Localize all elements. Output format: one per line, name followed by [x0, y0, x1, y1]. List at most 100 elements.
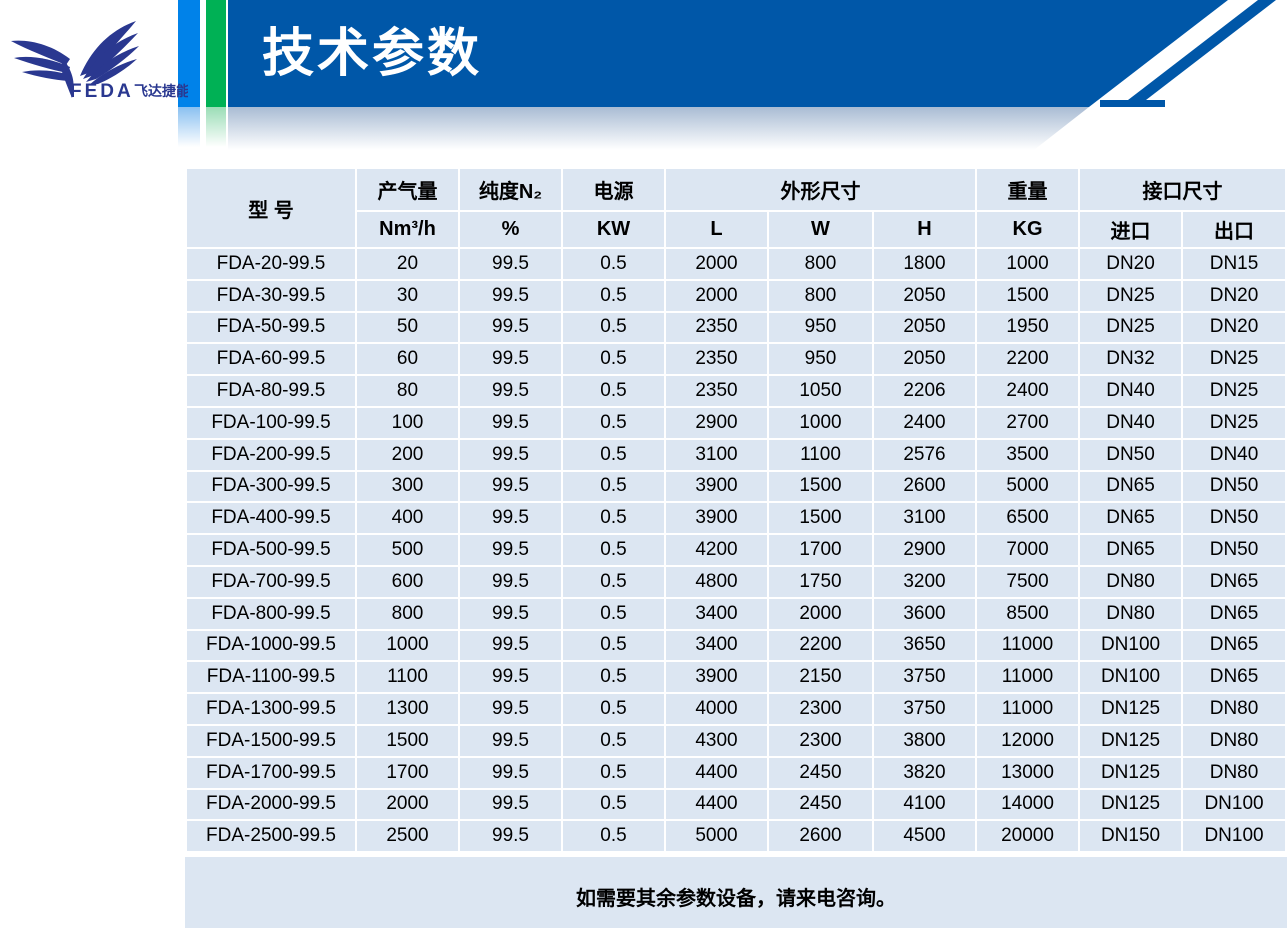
col-header-inlet: 进口	[1080, 212, 1182, 247]
table-cell: 3820	[874, 757, 976, 788]
table-cell: 5000	[977, 471, 1079, 502]
col-header-purity: 纯度N₂	[460, 169, 561, 210]
table-row: FDA-80-99.5 80 99.5 0.5 2350 1050 2206 2400 DN40…	[187, 376, 1286, 406]
table-cell: 99.5	[460, 312, 561, 343]
table-cell: DN100	[1183, 821, 1286, 852]
table-cell: 4800	[666, 566, 767, 597]
table-cell: 0.5	[563, 344, 664, 375]
table-cell: 2450	[769, 757, 872, 788]
table-cell: FDA-1100-99.5	[187, 662, 355, 693]
table-cell: 3900	[666, 662, 767, 693]
table-cell: FDA-50-99.5	[187, 312, 355, 343]
table-cell: 99.5	[460, 566, 561, 597]
table-cell: 3800	[874, 725, 976, 756]
table-cell: 2000	[666, 249, 767, 279]
table-cell: FDA-30-99.5	[187, 280, 355, 311]
table-cell: 2206	[874, 376, 976, 406]
table-cell: DN40	[1080, 376, 1182, 406]
table-row: FDA-800-99.5 800 99.5 0.5 3400 2000 3600 8500 DN…	[187, 598, 1286, 629]
table-cell: 0.5	[563, 471, 664, 502]
col-header-outlet: 出口	[1183, 212, 1286, 247]
table-cell: 11000	[977, 694, 1079, 724]
table-cell: DN80	[1183, 757, 1286, 788]
table-cell: 100	[357, 407, 458, 438]
table-cell: 0.5	[563, 566, 664, 597]
table-cell: DN25	[1183, 376, 1286, 406]
table-row: FDA-2000-99.5 2000 99.5 0.5 4400 2450 4100 1400…	[187, 789, 1286, 820]
table-cell: 99.5	[460, 471, 561, 502]
table-cell: 2050	[874, 280, 976, 311]
table-cell: 0.5	[563, 662, 664, 693]
table-cell: 4200	[666, 535, 767, 565]
table-cell: DN125	[1080, 725, 1182, 756]
table-cell: 1000	[769, 407, 872, 438]
table-row: FDA-60-99.5 60 99.5 0.5 2350 950 2050 2200 DN32 D…	[187, 344, 1286, 375]
table-cell: DN125	[1080, 694, 1182, 724]
table-cell: 50	[357, 312, 458, 343]
table-cell: 1000	[357, 630, 458, 661]
table-cell: 0.5	[563, 789, 664, 820]
table-cell: 800	[357, 598, 458, 629]
table-cell: 5000	[666, 821, 767, 852]
table-row: FDA-1700-99.5 1700 99.5 0.5 4400 2450 3820 1300…	[187, 757, 1286, 788]
table-cell: 14000	[977, 789, 1079, 820]
logo-brand-cn-text: 飞达捷能	[134, 83, 188, 99]
banner-shape	[228, 0, 1228, 107]
table-cell: 3100	[874, 503, 976, 534]
table-cell: 2300	[769, 725, 872, 756]
table-cell: DN100	[1080, 630, 1182, 661]
table-cell: 0.5	[563, 694, 664, 724]
table-cell: FDA-2500-99.5	[187, 821, 355, 852]
table-cell: 2400	[874, 407, 976, 438]
table-cell: 800	[769, 280, 872, 311]
table-cell: 11000	[977, 662, 1079, 693]
table-cell: 0.5	[563, 535, 664, 565]
col-header-capacity: 产气量	[357, 169, 458, 210]
table-cell: 3200	[874, 566, 976, 597]
table-cell: 2200	[769, 630, 872, 661]
table-cell: FDA-1700-99.5	[187, 757, 355, 788]
table-cell: 2576	[874, 439, 976, 470]
table-cell: FDA-80-99.5	[187, 376, 355, 406]
footer-note: 如需要其余参数设备，请来电咨询。	[576, 888, 896, 910]
table-cell: DN80	[1183, 694, 1286, 724]
table-cell: DN20	[1183, 280, 1286, 311]
header-banner	[178, 0, 1276, 150]
table-cell: DN80	[1080, 566, 1182, 597]
table-cell: 2150	[769, 662, 872, 693]
table-cell: 400	[357, 503, 458, 534]
table-cell: DN40	[1183, 439, 1286, 470]
table-cell: 3600	[874, 598, 976, 629]
table-cell: 500	[357, 535, 458, 565]
table-cell: 2000	[769, 598, 872, 629]
table-cell: DN50	[1183, 535, 1286, 565]
table-cell: 99.5	[460, 249, 561, 279]
table-cell: 2700	[977, 407, 1079, 438]
table-cell: DN65	[1183, 630, 1286, 661]
table-cell: 1050	[769, 376, 872, 406]
table-cell: DN32	[1080, 344, 1182, 375]
table-cell: FDA-60-99.5	[187, 344, 355, 375]
table-row: FDA-100-99.5 100 99.5 0.5 2900 1000 2400 2700 DN…	[187, 407, 1286, 438]
table-cell: 99.5	[460, 439, 561, 470]
table-cell: 2000	[357, 789, 458, 820]
table-row: FDA-500-99.5 500 99.5 0.5 4200 1700 2900 7000 DN…	[187, 535, 1286, 565]
table-cell: DN25	[1183, 407, 1286, 438]
table-cell: DN20	[1080, 249, 1182, 279]
table-cell: 20	[357, 249, 458, 279]
table-cell: DN65	[1183, 662, 1286, 693]
table-cell: 99.5	[460, 280, 561, 311]
table-cell: 2500	[357, 821, 458, 852]
table-cell: 0.5	[563, 249, 664, 279]
table-row: FDA-400-99.5 400 99.5 0.5 3900 1500 3100 6500 DN…	[187, 503, 1286, 534]
table-cell: 1100	[357, 662, 458, 693]
table-row: FDA-1500-99.5 1500 99.5 0.5 4300 2300 3800 1200…	[187, 725, 1286, 756]
table-cell: DN65	[1080, 535, 1182, 565]
table-cell: 800	[769, 249, 872, 279]
col-header-capacity-unit: Nm³/h	[357, 212, 458, 247]
table-cell: 200	[357, 439, 458, 470]
table-cell: 0.5	[563, 630, 664, 661]
table-cell: 2900	[666, 407, 767, 438]
table-cell: 3650	[874, 630, 976, 661]
table-cell: 2050	[874, 312, 976, 343]
